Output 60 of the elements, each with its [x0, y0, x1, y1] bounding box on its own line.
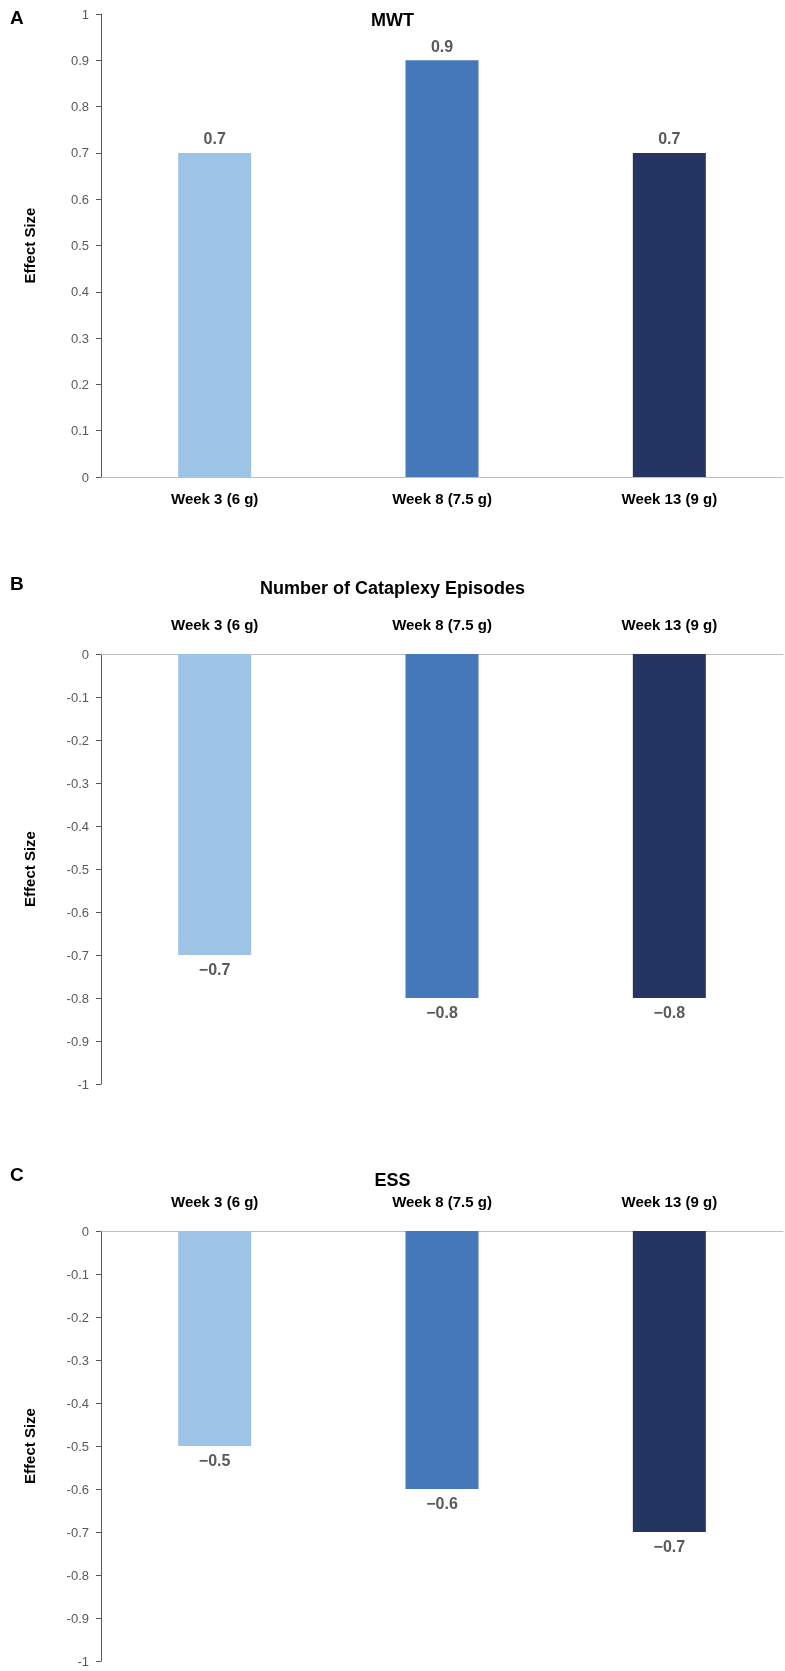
y-tick-label: 0 [81, 646, 89, 662]
y-tick-label: -0.1 [66, 689, 89, 705]
y-tick-label: -0.2 [66, 732, 89, 748]
y-tick-label: -0.8 [66, 990, 89, 1006]
y-tick-label: -1 [77, 1076, 89, 1092]
y-tick-label: 0 [81, 469, 89, 485]
y-tick-label: -1 [77, 1653, 89, 1669]
data-label: −0.5 [198, 1451, 231, 1469]
x-tick-label: Week 8 (7.5 g) [392, 490, 492, 507]
x-tick-label: Week 13 (9 g) [621, 1193, 718, 1210]
y-tick-label: -0.9 [66, 1033, 89, 1049]
data-label: −0.7 [653, 1537, 686, 1555]
y-tick-label: 0.9 [70, 52, 89, 68]
x-tick-label: Week 3 (6 g) [171, 490, 259, 507]
y-tick-label: 0.4 [70, 284, 89, 300]
y-tick-label: -0.4 [66, 818, 89, 834]
y-tick-label: -0.1 [66, 1266, 89, 1282]
data-label: 0.7 [658, 130, 681, 148]
y-tick-label: -0.6 [66, 1481, 89, 1497]
y-tick-label: 0.7 [70, 145, 89, 161]
x-tick-label: Week 8 (7.5 g) [392, 616, 492, 633]
y-tick-label: -0.3 [66, 1352, 89, 1368]
chart-title: ESS [374, 1170, 411, 1190]
y-tick-label: 0.6 [70, 191, 89, 207]
data-label: −0.8 [426, 1003, 458, 1021]
y-axis-title: Effect Size [21, 831, 38, 907]
data-label: −0.8 [653, 1003, 686, 1021]
y-tick-label: 0.3 [70, 330, 89, 346]
x-tick-label: Week 8 (7.5 g) [392, 1193, 492, 1210]
y-tick-label: -0.5 [66, 861, 89, 877]
y-tick-label: 1 [81, 6, 89, 22]
y-axis-title: Effect Size [21, 1408, 38, 1484]
y-tick-label: 0.5 [70, 238, 89, 253]
data-label: −0.6 [426, 1494, 458, 1512]
y-tick-label: 0.8 [70, 99, 89, 115]
x-tick-label: Week 13 (9 g) [621, 490, 718, 507]
y-tick-label: -0.7 [66, 947, 89, 963]
y-tick-label: -0.8 [66, 1567, 89, 1583]
y-tick-label: -0.6 [66, 904, 89, 920]
x-tick-label: Week 13 (9 g) [621, 616, 718, 633]
y-tick-label: -0.5 [66, 1438, 89, 1454]
y-tick-label: -0.9 [66, 1610, 89, 1626]
y-tick-label: -0.4 [66, 1395, 89, 1411]
text: A [10, 7, 24, 28]
y-tick-label: 0.2 [70, 376, 89, 392]
y-tick-label: -0.7 [66, 1524, 89, 1540]
text: B [10, 573, 24, 594]
y-axis-title: Effect Size [21, 207, 38, 284]
chart-title: MWT [371, 10, 414, 30]
chart-title: Number of Cataplexy Episodes [259, 578, 526, 598]
x-tick-label: Week 3 (6 g) [171, 616, 259, 633]
y-tick-label: 0.1 [70, 423, 89, 439]
data-label: −0.7 [198, 960, 231, 978]
data-label: 0.7 [203, 130, 226, 148]
y-tick-label: -0.3 [66, 775, 89, 791]
text: C [10, 1164, 24, 1185]
data-label: 0.9 [430, 37, 454, 55]
x-tick-label: Week 3 (6 g) [171, 1193, 259, 1210]
y-tick-label: -0.2 [66, 1309, 89, 1325]
y-tick-label: 0 [81, 1223, 89, 1239]
